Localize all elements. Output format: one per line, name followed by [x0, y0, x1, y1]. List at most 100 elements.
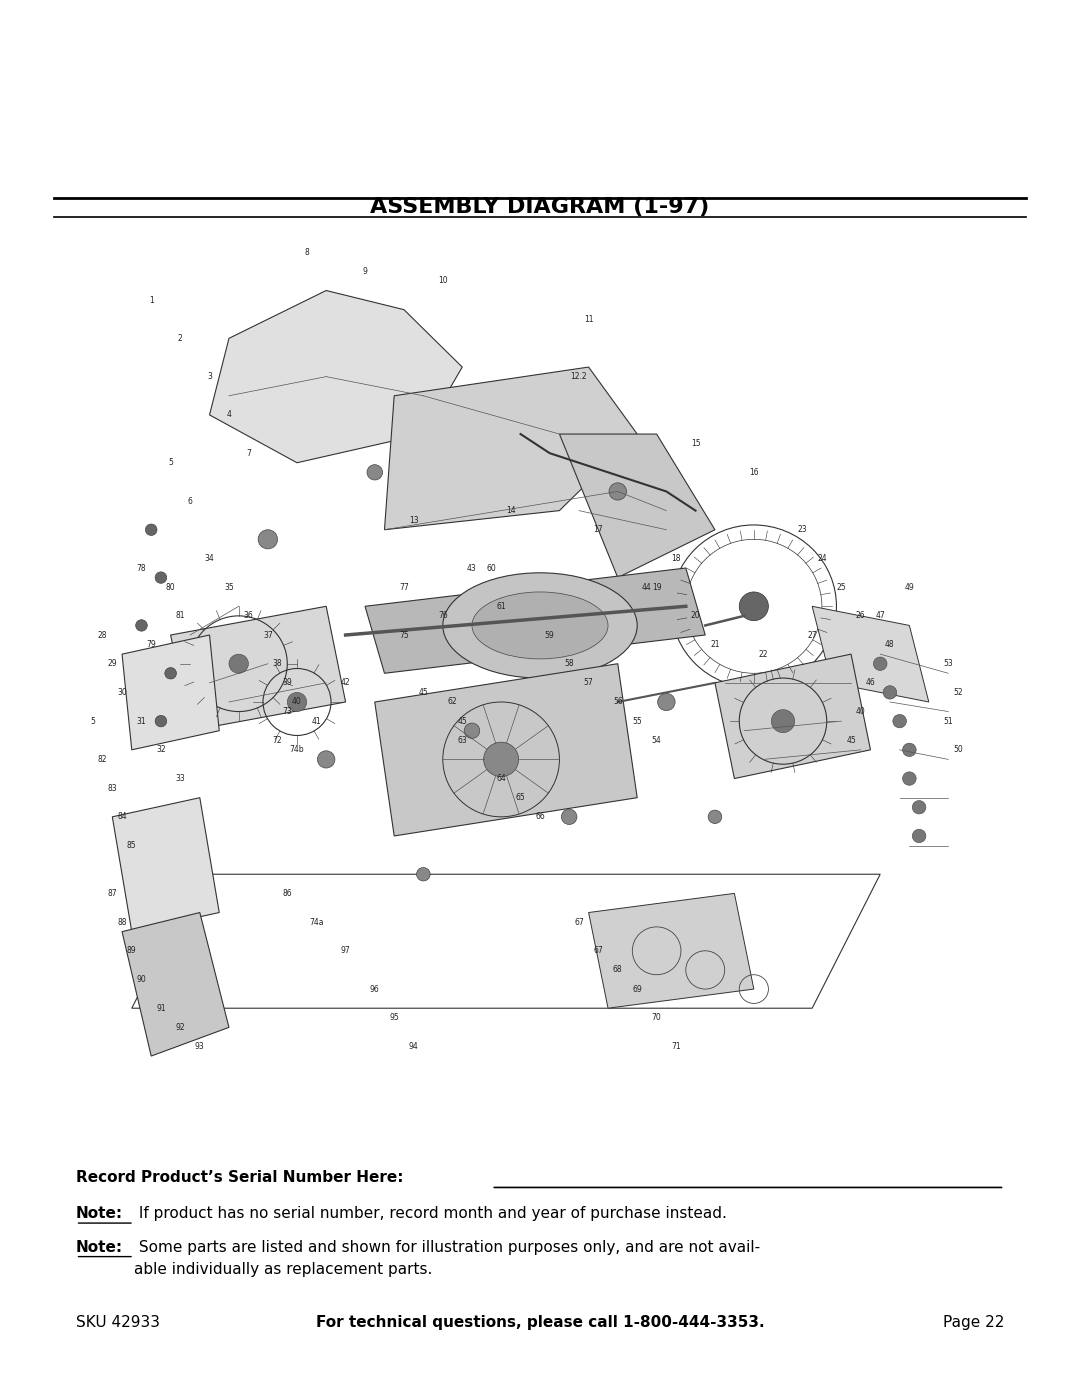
- Text: 94: 94: [408, 1042, 419, 1051]
- Polygon shape: [365, 569, 705, 673]
- Text: 36: 36: [243, 612, 254, 620]
- Text: 57: 57: [583, 679, 594, 687]
- Text: 18: 18: [672, 555, 680, 563]
- Text: 66: 66: [535, 812, 545, 821]
- Circle shape: [318, 750, 335, 768]
- Text: 26: 26: [856, 612, 865, 620]
- Text: 51: 51: [944, 717, 953, 725]
- Circle shape: [146, 524, 157, 535]
- Text: 32: 32: [157, 746, 165, 754]
- Text: 62: 62: [448, 697, 457, 707]
- Text: 16: 16: [750, 468, 758, 476]
- Text: 67: 67: [573, 918, 584, 926]
- Text: 22: 22: [759, 650, 768, 658]
- Circle shape: [771, 710, 795, 732]
- Text: 33: 33: [175, 774, 186, 784]
- Circle shape: [913, 830, 926, 842]
- Text: 11: 11: [584, 314, 593, 324]
- Text: 89: 89: [127, 946, 136, 956]
- Polygon shape: [559, 434, 715, 577]
- Text: 48: 48: [886, 640, 894, 650]
- Circle shape: [903, 743, 916, 757]
- Text: 45: 45: [418, 687, 429, 697]
- Text: 82: 82: [98, 754, 107, 764]
- Text: 52: 52: [954, 687, 962, 697]
- Circle shape: [258, 529, 278, 549]
- Text: 21: 21: [711, 640, 719, 650]
- Polygon shape: [122, 636, 219, 750]
- Text: 20: 20: [691, 612, 700, 620]
- Text: 65: 65: [515, 793, 526, 802]
- Text: 43: 43: [467, 563, 477, 573]
- Polygon shape: [171, 606, 346, 731]
- Text: 70: 70: [651, 1013, 662, 1023]
- Text: 1: 1: [149, 296, 153, 305]
- Text: 19: 19: [652, 583, 661, 592]
- Text: 45: 45: [846, 736, 856, 745]
- Text: 25: 25: [837, 583, 846, 592]
- Polygon shape: [589, 894, 754, 1009]
- Text: 76: 76: [437, 612, 448, 620]
- Text: 74b: 74b: [289, 746, 305, 754]
- Text: 61: 61: [497, 602, 505, 610]
- Text: 56: 56: [612, 697, 623, 707]
- Text: 2: 2: [178, 334, 183, 342]
- Text: 38: 38: [273, 659, 282, 668]
- Text: 72: 72: [273, 736, 282, 745]
- Text: 40: 40: [855, 707, 866, 717]
- Text: 42: 42: [341, 679, 350, 687]
- Text: 64: 64: [496, 774, 507, 784]
- Ellipse shape: [472, 592, 608, 659]
- Text: 71: 71: [672, 1042, 680, 1051]
- Text: 67: 67: [593, 946, 604, 956]
- Text: 87: 87: [108, 888, 117, 898]
- Text: 5: 5: [91, 717, 95, 725]
- Text: 59: 59: [544, 630, 555, 640]
- Text: For technical questions, please call 1-800-444-3353.: For technical questions, please call 1-8…: [315, 1315, 765, 1330]
- Text: 23: 23: [798, 525, 807, 534]
- Text: 46: 46: [865, 679, 876, 687]
- Text: Note:: Note:: [76, 1206, 123, 1221]
- Text: Record Product’s Serial Number Here:: Record Product’s Serial Number Here:: [76, 1169, 403, 1185]
- Text: 80: 80: [166, 583, 175, 592]
- Text: 15: 15: [691, 439, 700, 448]
- Circle shape: [229, 654, 248, 673]
- Text: If product has no serial number, record month and year of purchase instead.: If product has no serial number, record …: [134, 1206, 727, 1221]
- Text: 83: 83: [108, 784, 117, 792]
- Text: 49: 49: [904, 583, 915, 592]
- Text: able individually as replacement parts.: able individually as replacement parts.: [134, 1261, 432, 1277]
- Text: 31: 31: [137, 717, 146, 725]
- Text: 86: 86: [283, 888, 292, 898]
- Text: 12.2: 12.2: [570, 372, 588, 381]
- Circle shape: [913, 800, 926, 814]
- Circle shape: [287, 693, 307, 711]
- Text: 6: 6: [188, 496, 192, 506]
- Ellipse shape: [443, 573, 637, 678]
- Text: 78: 78: [137, 563, 146, 573]
- Text: 81: 81: [176, 612, 185, 620]
- Text: 29: 29: [108, 659, 117, 668]
- Circle shape: [165, 668, 176, 679]
- Text: 97: 97: [340, 946, 351, 956]
- Text: 88: 88: [118, 918, 126, 926]
- Text: 58: 58: [565, 659, 573, 668]
- Polygon shape: [112, 798, 219, 932]
- Polygon shape: [210, 291, 462, 462]
- Circle shape: [708, 810, 721, 823]
- Polygon shape: [375, 664, 637, 835]
- Text: 75: 75: [399, 630, 409, 640]
- Text: 5: 5: [168, 458, 173, 467]
- Circle shape: [883, 686, 896, 698]
- Text: 79: 79: [146, 640, 157, 650]
- Polygon shape: [715, 654, 870, 778]
- Text: 14: 14: [507, 506, 515, 515]
- Circle shape: [417, 868, 430, 882]
- Text: 37: 37: [262, 630, 273, 640]
- Text: 30: 30: [117, 687, 127, 697]
- Text: 93: 93: [194, 1042, 205, 1051]
- Text: Some parts are listed and shown for illustration purposes only, and are not avai: Some parts are listed and shown for illu…: [134, 1239, 760, 1255]
- Circle shape: [464, 724, 480, 739]
- Text: 95: 95: [389, 1013, 400, 1023]
- Text: Page 22: Page 22: [943, 1315, 1004, 1330]
- Circle shape: [367, 465, 382, 481]
